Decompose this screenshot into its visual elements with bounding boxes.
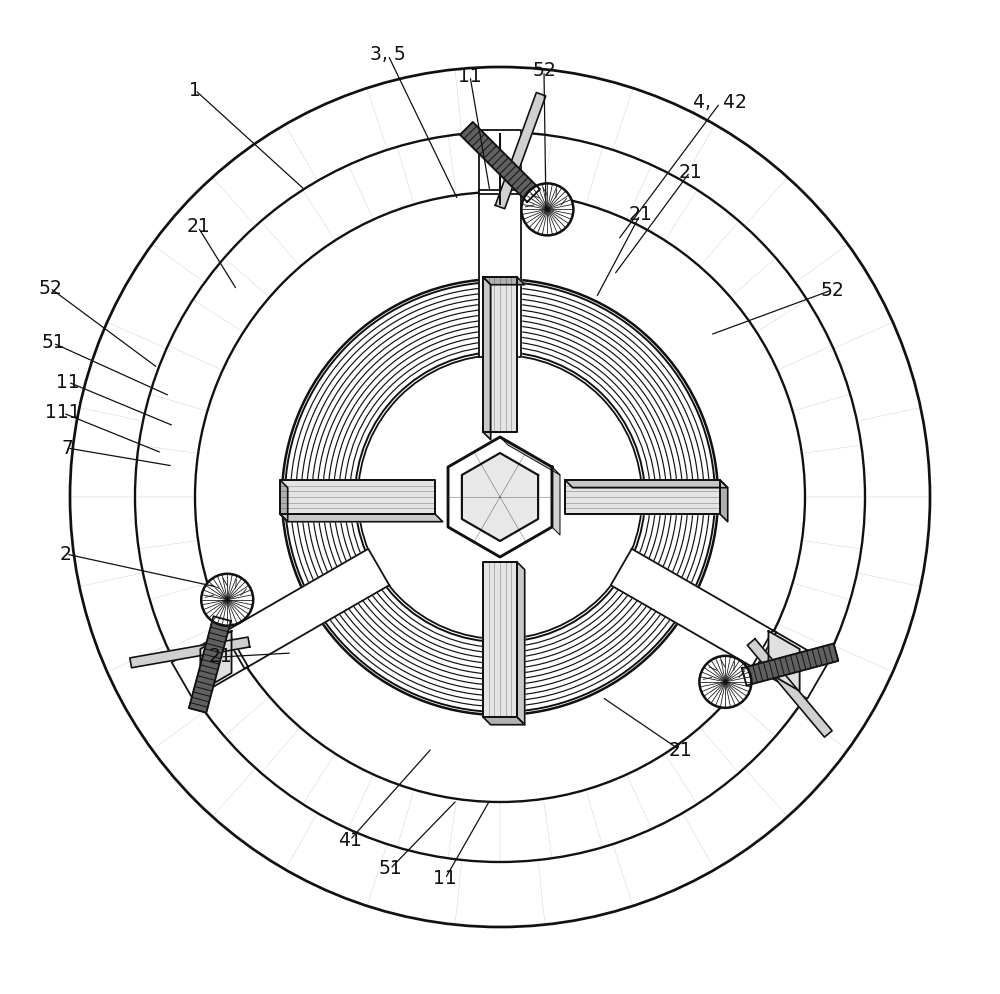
Polygon shape bbox=[200, 631, 232, 691]
Polygon shape bbox=[189, 616, 231, 713]
Circle shape bbox=[521, 183, 573, 236]
Polygon shape bbox=[611, 549, 776, 669]
Text: 21: 21 bbox=[678, 162, 702, 182]
Text: 1: 1 bbox=[189, 81, 201, 99]
Polygon shape bbox=[172, 630, 248, 699]
Text: 52: 52 bbox=[38, 278, 62, 297]
Circle shape bbox=[358, 355, 642, 639]
Text: 51: 51 bbox=[378, 860, 402, 879]
Polygon shape bbox=[483, 562, 517, 717]
Text: 4,  42: 4, 42 bbox=[693, 93, 747, 112]
Text: 2: 2 bbox=[60, 545, 72, 564]
Polygon shape bbox=[752, 630, 828, 699]
Polygon shape bbox=[720, 480, 728, 522]
Polygon shape bbox=[747, 639, 832, 738]
Text: 3, 5: 3, 5 bbox=[370, 46, 406, 65]
Text: 21: 21 bbox=[628, 206, 652, 225]
Polygon shape bbox=[280, 514, 443, 522]
Polygon shape bbox=[479, 190, 521, 357]
Text: 41: 41 bbox=[338, 831, 362, 850]
Text: 11: 11 bbox=[56, 373, 80, 392]
Text: 111: 111 bbox=[45, 404, 81, 422]
Polygon shape bbox=[742, 643, 838, 686]
Polygon shape bbox=[448, 437, 552, 557]
Polygon shape bbox=[280, 480, 288, 522]
Polygon shape bbox=[517, 562, 525, 725]
Circle shape bbox=[699, 656, 751, 708]
Polygon shape bbox=[280, 480, 435, 514]
Polygon shape bbox=[479, 130, 521, 194]
Text: 21: 21 bbox=[208, 647, 232, 667]
Polygon shape bbox=[552, 467, 560, 535]
Polygon shape bbox=[495, 92, 546, 209]
Polygon shape bbox=[483, 717, 525, 725]
Polygon shape bbox=[460, 122, 540, 202]
Text: 21: 21 bbox=[186, 218, 210, 237]
Polygon shape bbox=[565, 480, 720, 514]
Text: 11: 11 bbox=[458, 67, 482, 85]
Circle shape bbox=[201, 574, 253, 626]
Polygon shape bbox=[462, 453, 538, 541]
Polygon shape bbox=[565, 480, 728, 488]
Polygon shape bbox=[500, 437, 560, 475]
Text: 7: 7 bbox=[61, 438, 73, 457]
Polygon shape bbox=[768, 631, 800, 691]
Text: 11: 11 bbox=[433, 870, 457, 889]
Polygon shape bbox=[483, 277, 525, 284]
Text: 51: 51 bbox=[41, 334, 65, 353]
Text: 21: 21 bbox=[668, 741, 692, 759]
Text: 52: 52 bbox=[820, 280, 844, 299]
Polygon shape bbox=[483, 277, 517, 432]
Text: 52: 52 bbox=[532, 62, 556, 81]
Polygon shape bbox=[224, 549, 389, 669]
Polygon shape bbox=[483, 277, 491, 439]
Polygon shape bbox=[130, 637, 250, 668]
